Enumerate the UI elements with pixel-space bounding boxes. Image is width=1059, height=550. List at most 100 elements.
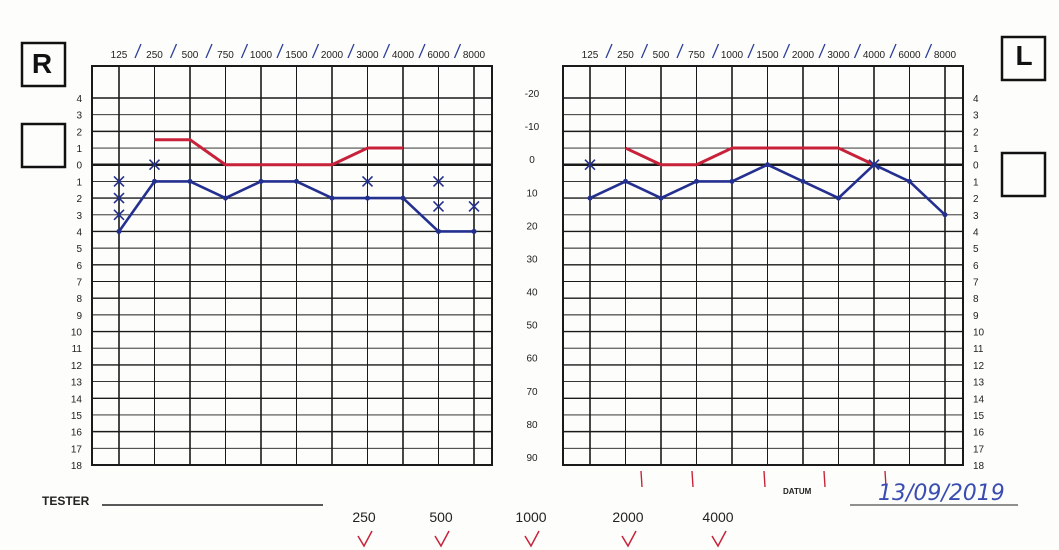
left_ear-scale-label: 18 — [973, 461, 985, 472]
x-stroke — [113, 192, 125, 204]
right_ear-blue-point — [471, 228, 477, 234]
right_ear-blue-point — [329, 195, 335, 201]
freq-slash — [418, 43, 426, 59]
x-stroke — [361, 175, 374, 187]
freq-slash — [747, 43, 755, 59]
freq-slash — [711, 43, 720, 59]
db-scale-label: 40 — [526, 288, 538, 299]
right_ear-freq-label: 750 — [217, 50, 234, 61]
left_ear-scale-label: 10 — [973, 328, 985, 339]
right_ear-blue-point — [116, 228, 122, 234]
tester-label: TESTER — [42, 494, 90, 508]
right_ear-red-series — [154, 138, 403, 167]
right_ear-blue-point — [152, 178, 157, 184]
right_ear-blue-point — [400, 195, 406, 201]
x-stroke — [432, 175, 445, 187]
left_ear-scale-label: 17 — [973, 444, 985, 455]
right_ear-x-mark — [432, 200, 445, 212]
left_ear-freq-label: 125 — [582, 50, 599, 61]
freq-slash — [311, 43, 320, 59]
left_ear-freq-label: 1500 — [756, 50, 779, 61]
empty-box-left — [20, 122, 67, 169]
right_ear-scale-label: 11 — [72, 344, 83, 355]
left_ear-scale-label: 2 — [973, 127, 979, 138]
left_ear-blue-point — [800, 178, 806, 184]
left_ear-scale-label: 11 — [973, 344, 984, 355]
right_ear-x-mark — [361, 175, 374, 187]
right_ear-scale-label: 3 — [76, 211, 82, 222]
db-scale-label: 60 — [526, 354, 538, 365]
left_ear-x-mark — [584, 159, 596, 171]
right_ear-x-mark — [113, 192, 125, 204]
right_ear-freq-label: 3000 — [356, 50, 379, 61]
left_ear-scale-label: 7 — [973, 278, 979, 289]
right_ear-scale-label: 1 — [76, 144, 82, 155]
left_ear-scale-label: 1 — [973, 177, 979, 188]
left_ear-blue-point — [623, 178, 628, 184]
right_ear-freq-label: 4000 — [392, 50, 415, 61]
db-scale-label: 50 — [526, 321, 538, 332]
right_ear-scale-label: 0 — [76, 161, 82, 172]
red-tick — [640, 470, 643, 488]
freq-slash — [924, 43, 933, 59]
check-mark — [357, 530, 373, 548]
right_ear-freq-label: 6000 — [427, 50, 450, 61]
left_ear-freq-label: 250 — [617, 50, 634, 61]
left-ear-box — [1000, 35, 1047, 82]
red-tick — [823, 470, 826, 488]
check-mark — [434, 530, 450, 548]
left_ear-scale-label: 15 — [973, 411, 985, 422]
red-tick — [763, 470, 766, 488]
right_ear-freq-label: 1500 — [285, 50, 308, 61]
bottom-freq-label: 500 — [429, 509, 453, 525]
freq-slash — [853, 43, 862, 59]
freq-slash — [205, 43, 213, 59]
left_ear-scale-label: 1 — [973, 144, 979, 155]
right_ear-blue-point — [223, 195, 228, 201]
right_ear-scale-label: 9 — [76, 311, 82, 322]
left_ear-freq-label: 1000 — [721, 50, 744, 61]
right_ear-freq-label: 8000 — [463, 50, 486, 61]
bottom-freq-label: 4000 — [702, 509, 733, 525]
left_ear-blue-point — [658, 195, 664, 201]
right_ear-freq-label: 1000 — [250, 50, 273, 61]
db-scale-label: 20 — [526, 221, 538, 232]
right-ear-letter: R — [32, 48, 52, 79]
right_ear-blue-point — [436, 228, 441, 234]
left_ear-scale-label: 8 — [973, 294, 979, 305]
red-tick — [884, 470, 887, 488]
left_ear-scale-label: 16 — [973, 428, 985, 439]
left_ear-freq-label: 500 — [653, 50, 670, 61]
bottom-freq-label: 1000 — [515, 509, 546, 525]
right_ear-scale-label: 18 — [71, 461, 83, 472]
left_ear-scale-label: 2 — [973, 194, 979, 205]
left_ear-blue-point — [765, 162, 770, 168]
right_ear-freq-label: 500 — [182, 50, 199, 61]
left_ear-freq-label: 4000 — [863, 50, 886, 61]
right_ear-x-mark — [113, 175, 125, 187]
left_ear-x-mark — [868, 159, 880, 171]
freq-slash — [240, 43, 249, 59]
freq-slash — [782, 43, 791, 59]
left_ear-scale-label: 6 — [973, 261, 979, 272]
right_ear-x-mark — [468, 200, 480, 212]
freq-slash — [276, 43, 284, 59]
x-stroke — [584, 159, 596, 171]
datum-label: DATUM — [783, 487, 812, 496]
freq-slash — [134, 43, 142, 59]
right_ear-scale-label: 5 — [76, 244, 82, 255]
bottom-freq-label: 2000 — [612, 509, 643, 525]
db-scale-label: 10 — [526, 188, 538, 199]
right_ear-scale-label: 17 — [71, 444, 83, 455]
db-scale-label: 90 — [526, 453, 538, 464]
right_ear-freq-label: 250 — [146, 50, 163, 61]
left_ear-scale-label: 14 — [973, 394, 985, 405]
left_ear-scale-label: 13 — [973, 378, 985, 389]
x-stroke — [113, 209, 125, 221]
red-tick — [691, 470, 694, 488]
date-value: 13/09/2019 — [878, 481, 1005, 506]
right_ear-scale-label: 3 — [76, 111, 82, 122]
right_ear-scale-label: 15 — [71, 411, 83, 422]
db-scale-label: -20 — [525, 89, 540, 100]
right_ear-scale-label: 16 — [71, 428, 83, 439]
